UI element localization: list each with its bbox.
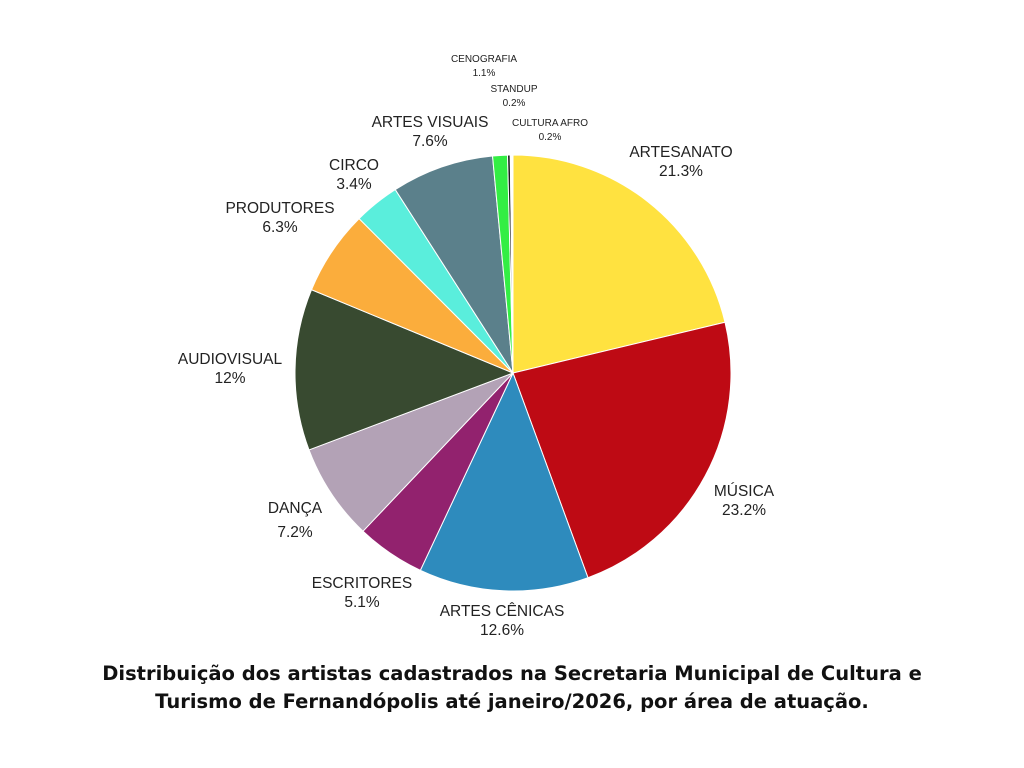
label-pct: 6.3%	[262, 219, 298, 236]
pie-slice-artes-visuais	[394, 155, 514, 374]
caption-line-1: Distribuição dos artistas cadastrados na…	[102, 662, 922, 685]
label-pct: 7.2%	[277, 524, 313, 541]
label-cultura-afro: CULTURA AFRO 0.2%	[512, 117, 588, 145]
chart-caption: Distribuição dos artistas cadastrados na…	[0, 660, 1024, 716]
label-name: CENOGRAFIA	[450, 54, 518, 65]
label-pct: 21.3%	[659, 163, 703, 180]
label-cenografia: CENOGRAFIA 1.1%	[451, 53, 517, 81]
label-name: CULTURA AFRO	[512, 118, 588, 129]
pie-slice-audiovisual	[294, 289, 515, 451]
label-name: ARTES VISUAIS	[371, 114, 489, 131]
caption-line-2: Turismo de Fernandópolis até janeiro/202…	[155, 690, 869, 713]
label-name: ESCRITORES	[311, 575, 413, 592]
pie-slice-música	[512, 321, 732, 579]
label-pct: 23.2%	[722, 502, 766, 519]
label-pct: 3.4%	[336, 176, 372, 193]
label-name: ARTES CÊNICAS	[439, 603, 565, 620]
label-pct: 0.2%	[538, 132, 562, 143]
label-name: AUDIOVISUAL	[177, 351, 283, 368]
label-pct: 12%	[214, 370, 246, 387]
pie-slice-artesanato	[512, 154, 726, 374]
label-name: CIRCO	[329, 157, 379, 174]
label-name: PRODUTORES	[225, 200, 335, 217]
label-pct: 5.1%	[344, 594, 380, 611]
label-audiovisual: AUDIOVISUAL 12%	[178, 350, 282, 388]
label-name: STANDUP	[490, 84, 538, 95]
label-pct: 12.6%	[480, 622, 524, 639]
label-pct: 1.1%	[472, 68, 496, 79]
label-produtores: PRODUTORES 6.3%	[225, 199, 334, 237]
label-artes-cenicas: ARTES CÊNICAS 12.6%	[440, 602, 565, 640]
label-musica: MÚSICA 23.2%	[714, 482, 774, 520]
pie-slice-cultura-afro	[509, 154, 514, 374]
pie-slice-artes-cênicas	[419, 371, 589, 592]
label-circo: CIRCO 3.4%	[329, 156, 379, 194]
label-pct: 0.2%	[502, 98, 526, 109]
label-artesanato: ARTESANATO 21.3%	[629, 143, 732, 181]
label-name: ARTESANATO	[629, 144, 733, 161]
pie-slices	[294, 154, 732, 592]
label-standup: STANDUP 0.2%	[490, 83, 537, 111]
label-danca: DANÇA 7.2%	[268, 497, 322, 545]
label-pct: 7.6%	[412, 133, 448, 150]
label-name: DANÇA	[267, 500, 323, 517]
label-name: MÚSICA	[713, 483, 775, 500]
label-escritores: ESCRITORES 5.1%	[312, 574, 413, 612]
label-artes-visuais: ARTES VISUAIS 7.6%	[372, 113, 489, 151]
